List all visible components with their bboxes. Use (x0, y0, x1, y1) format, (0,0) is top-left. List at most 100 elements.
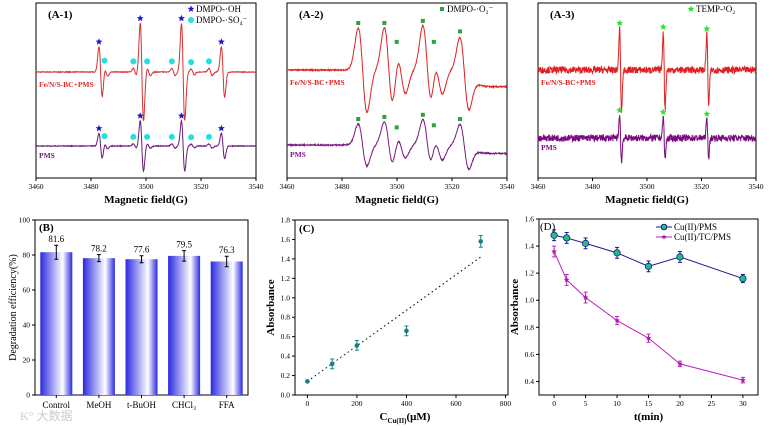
spectrum-line-pms (537, 114, 757, 164)
y-axis-title: Absorbance (509, 279, 521, 335)
data-label: 78.2 (91, 244, 107, 254)
legend-label: DMPO-·O₂⁻ (447, 4, 494, 14)
legend-label: TEMP-¹O₂ (696, 4, 735, 14)
peak-marker (616, 106, 623, 114)
y-tick-label: 0.4 (281, 352, 291, 361)
y-tick-label: 40 (23, 321, 31, 330)
peak-marker (703, 25, 711, 32)
peak-marker (130, 58, 137, 65)
peak-marker (95, 124, 103, 132)
plot-frame (294, 219, 509, 396)
y-tick-label: 100 (19, 216, 31, 225)
esr-panel-a2: 3460 3480 3500 3520 3540 Magnetic field(G) (A-… (280, 2, 515, 206)
legend-label: Cu(II)/PMS (674, 222, 717, 232)
peak-marker (95, 38, 103, 45)
peak-marker (659, 23, 667, 30)
error-bar (96, 254, 101, 263)
peak-marker (168, 133, 175, 140)
spectrum-line-pms (286, 118, 508, 171)
y-tick-label: 1.6 (281, 235, 291, 244)
x-axis-title: Magnetic field(G) (355, 194, 439, 206)
x-tick-label: 600 (450, 399, 462, 408)
trace-label: Fe/N/S-BC+PMS (290, 78, 345, 87)
y-tick-label: 1.2 (525, 269, 535, 278)
spectrum-line-fe-n-s-bc-pms (537, 26, 757, 113)
x-tick-label: 3480 (335, 182, 350, 191)
peak-marker (457, 29, 462, 34)
data-label: 77.6 (134, 245, 150, 255)
error-bar (224, 255, 229, 268)
spectrum-line-fe-n-s-bc-pms (286, 23, 508, 114)
data-point (329, 361, 335, 367)
peak-marker (659, 108, 667, 115)
peak-marker (217, 38, 225, 45)
panel-label: (A-3) (550, 9, 575, 21)
peak-marker (394, 39, 399, 44)
y-tick-label: 60 (23, 286, 31, 295)
peak-marker (420, 112, 425, 117)
y-tick-label: 0.4 (525, 377, 535, 386)
legend-label: DMPO-·OH (196, 4, 242, 14)
legend-marker (661, 234, 667, 240)
y-tick-label: 20 (23, 356, 31, 365)
x-tick-label: 3540 (749, 182, 764, 191)
legend-marker (687, 5, 695, 12)
data-point (563, 234, 571, 242)
y-tick-label: 0.2 (281, 371, 291, 380)
data-point (614, 317, 620, 323)
x-tick-label: 3500 (390, 182, 405, 191)
peak-marker (382, 114, 387, 119)
x-tick-label: Control (43, 400, 71, 410)
legend-marker (187, 5, 195, 12)
x-tick-label: 3480 (585, 182, 600, 191)
y-tick-label: 0.8 (525, 323, 535, 332)
data-point (354, 343, 360, 348)
x-tick-label: 25 (708, 399, 716, 408)
x-tick-label: 3460 (280, 182, 295, 191)
bar (168, 255, 201, 395)
legend-marker (440, 7, 444, 11)
x-tick-label: 3480 (84, 182, 99, 191)
data-point (305, 379, 310, 384)
x-tick-label: 3460 (531, 182, 546, 191)
bar (40, 252, 73, 395)
data-point (740, 377, 746, 383)
peak-marker (356, 117, 361, 121)
trace-label: Fe/N/S-BC+PMS (39, 80, 94, 89)
x-tick-label: 0 (552, 399, 556, 408)
peak-marker (101, 57, 108, 64)
peak-marker (457, 117, 462, 121)
legend-label: Cu(II)/TC/PMS (674, 232, 731, 242)
trace-label: PMS (290, 150, 306, 159)
y-axis-title: Degradation efficiency(%) (8, 254, 19, 361)
esr-panel-a1: 3460 3480 3500 3520 3540 Magnetic field(G) (A-… (29, 2, 264, 206)
scatter-chart-c: 0.0 0.2 0.4 0.6 0.8 1.0 1.2 1.4 1.6 1.8 0 200 400 600… (265, 216, 511, 426)
trace-label: Fe/N/S-BC+PMS (541, 78, 596, 87)
esr-panel-a3: 3460 3480 3500 3520 3540 Magnetic field(G) (A-… (531, 2, 764, 206)
x-tick-label: 200 (351, 399, 363, 408)
data-point (478, 239, 484, 244)
bar (210, 261, 243, 395)
x-tick-label: 5 (584, 399, 588, 408)
plot-frame (537, 2, 757, 179)
bar (82, 258, 115, 395)
x-axis-title-unit: (μM) (407, 411, 431, 423)
panel-label: (A-2) (299, 9, 324, 21)
panel-label: (B) (39, 222, 54, 234)
data-point (404, 328, 409, 334)
x-tick-label: t-BuOH (127, 400, 157, 410)
data-label: 79.5 (176, 240, 192, 250)
x-axis-title: t(min) (634, 411, 664, 423)
x-tick-label: 3520 (194, 182, 209, 191)
peak-marker (217, 124, 225, 132)
peak-marker (703, 110, 711, 117)
panel-label: (D) (540, 221, 556, 233)
bar (125, 259, 158, 395)
y-tick-label: 1.6 (525, 215, 535, 224)
peak-marker (178, 112, 185, 119)
x-axis-title: Magnetic field(G) (104, 194, 188, 206)
peak-marker (144, 133, 151, 140)
peak-marker (136, 112, 144, 119)
y-tick-label: 0.6 (525, 350, 535, 359)
